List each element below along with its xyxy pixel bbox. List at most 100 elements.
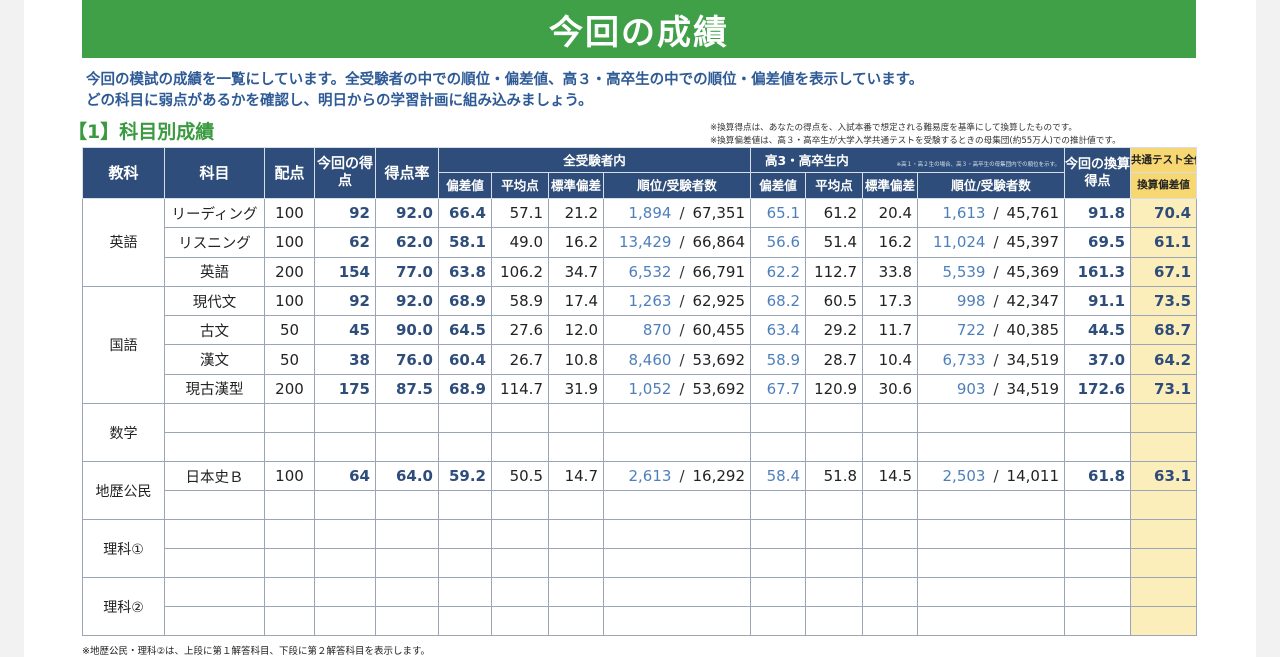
empty-cell (862, 606, 919, 637)
empty-cell (602, 606, 752, 637)
empty-cell (1064, 432, 1132, 463)
empty-cell (862, 577, 919, 608)
empty-cell (862, 490, 919, 521)
rank-value: 1,613 (942, 204, 986, 223)
subject-cell: 漢文 (164, 344, 265, 375)
total-value: 34,519 (1006, 350, 1060, 369)
header-hs-examinees: 高3・高卒生内 ※高１・高２生の場合、高３・高卒生の母集団内での順位を示す。 (750, 147, 1066, 173)
title-banner: 今回の成績 (82, 0, 1196, 58)
all-sd-cell: 17.4 (548, 285, 604, 317)
all-average-cell: 27.6 (491, 315, 549, 346)
all-rank-cell: 13,429 / 66,864 (602, 227, 752, 258)
conversion-deviation-cell: 61.1 (1130, 227, 1198, 258)
hs-rank-cell: 5,539 / 45,369 (917, 256, 1066, 287)
empty-cell (917, 577, 1066, 608)
intro-line-2: どの科目に弱点があるかを確認し、明日からの学習計画に組み込みましょう。 (86, 93, 593, 109)
empty-cell (548, 490, 604, 521)
intro-line-1: 今回の模試の成績を一覧にしています。全受験者の中での順位・偏差値、高３・高卒生の… (86, 72, 924, 88)
rate-cell: 76.0 (375, 344, 439, 375)
empty-cell (491, 577, 549, 608)
rank-value: 8,460 (628, 350, 672, 369)
note-conversion-deviation: ※換算偏差値は、高３・高卒生が大学入学共通テストを受験するときの母集団(約55万… (710, 136, 1121, 146)
conversion-deviation-cell: 73.5 (1130, 285, 1198, 317)
group-rika2: 理科② (82, 577, 165, 637)
empty-cell (1130, 548, 1198, 579)
rank-separator: / (679, 321, 685, 340)
rate-cell: 92.0 (375, 197, 439, 229)
empty-cell (164, 432, 265, 463)
header-a-heikin: 平均点 (491, 172, 549, 199)
empty-cell (1064, 606, 1132, 637)
all-rank-cell: 6,532 / 66,791 (602, 256, 752, 287)
rank-separator: / (679, 233, 685, 252)
header-a-hensachi: 偏差値 (438, 172, 492, 199)
rank-value: 5,539 (942, 262, 986, 281)
total-value: 16,292 (692, 467, 746, 486)
all-deviation-cell: 59.2 (438, 461, 492, 492)
empty-cell (264, 519, 315, 550)
empty-cell (375, 490, 439, 521)
intro-text: 今回の模試の成績を一覧にしています。全受験者の中での順位・偏差値、高３・高卒生の… (86, 70, 923, 112)
rank-value: 2,503 (942, 467, 986, 486)
hs-deviation-cell: 68.2 (750, 285, 807, 317)
empty-cell (375, 606, 439, 637)
all-average-cell: 57.1 (491, 197, 549, 229)
score-cell: 92 (314, 197, 376, 229)
rank-separator: / (679, 467, 685, 486)
haiten-cell: 100 (264, 461, 315, 492)
score-cell: 38 (314, 344, 376, 375)
table-row (83, 490, 1198, 521)
subject-cell: 現代文 (164, 285, 265, 317)
empty-cell (602, 490, 752, 521)
subject-cell: 古文 (164, 315, 265, 346)
empty-cell (264, 606, 315, 637)
total-value: 60,455 (692, 321, 746, 340)
empty-cell (438, 606, 492, 637)
rank-value: 870 (642, 321, 672, 340)
conversion-score-cell: 37.0 (1064, 344, 1132, 375)
empty-cell (805, 519, 864, 550)
header-h-juni: 順位/受験者数 (917, 172, 1066, 199)
all-rank-cell: 870 / 60,455 (602, 315, 752, 346)
score-cell: 175 (314, 373, 376, 405)
empty-cell (1064, 519, 1132, 550)
total-value: 45,397 (1006, 233, 1060, 252)
hs-rank-cell: 1,613 / 45,761 (917, 197, 1066, 229)
all-average-cell: 58.9 (491, 285, 549, 317)
total-value: 66,864 (692, 233, 746, 252)
empty-cell (548, 548, 604, 579)
total-value: 42,347 (1006, 292, 1060, 311)
group-chireki: 地歴公民 (82, 461, 165, 521)
hs-average-cell: 61.2 (805, 197, 864, 229)
empty-cell (314, 606, 376, 637)
empty-cell (750, 490, 807, 521)
footnote: ※地歴公民・理科②は、上段に第１解答科目、下段に第２解答科目を表示します。 (82, 646, 431, 657)
empty-cell (602, 519, 752, 550)
empty-cell (375, 403, 439, 434)
total-value: 66,791 (692, 262, 746, 281)
rank-value: 722 (956, 321, 986, 340)
hs-deviation-cell: 62.2 (750, 256, 807, 287)
subject-cell: 日本史Ｂ (164, 461, 265, 492)
empty-cell (750, 606, 807, 637)
hs-rank-cell: 998 / 42,347 (917, 285, 1066, 317)
empty-cell (602, 403, 752, 434)
empty-cell (548, 577, 604, 608)
rank-value: 903 (956, 379, 986, 398)
table-row: 英語 200 154 77.0 63.8 106.2 34.7 6,532 / 66,791 62.… (83, 256, 1198, 287)
subject-cell: リーディング (164, 197, 265, 229)
all-average-cell: 49.0 (491, 227, 549, 258)
all-deviation-cell: 66.4 (438, 197, 492, 229)
hs-sd-cell: 16.2 (862, 227, 919, 258)
hs-average-cell: 51.4 (805, 227, 864, 258)
rate-cell: 90.0 (375, 315, 439, 346)
empty-cell (314, 548, 376, 579)
rank-value: 13,429 (618, 233, 672, 252)
empty-cell (602, 548, 752, 579)
conversion-deviation-cell: 64.2 (1130, 344, 1198, 375)
empty-cell (1064, 403, 1132, 434)
total-value: 45,369 (1006, 262, 1060, 281)
group-sugaku: 数学 (82, 403, 165, 463)
empty-cell (805, 432, 864, 463)
header-a-juni: 順位/受験者数 (602, 172, 752, 199)
